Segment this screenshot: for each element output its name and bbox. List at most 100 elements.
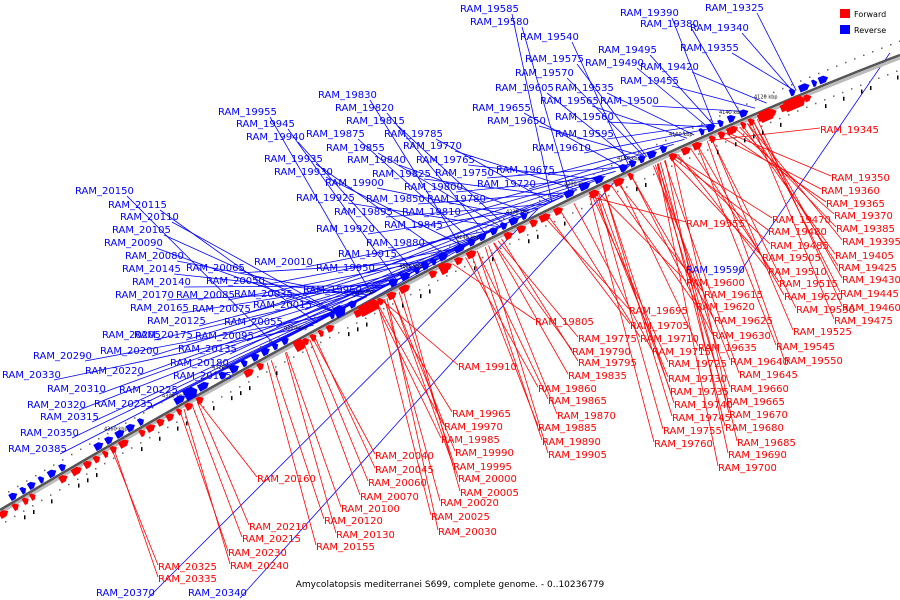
track-dot — [410, 293, 412, 296]
forward-gene-arrow — [612, 177, 625, 188]
track-dot — [323, 311, 325, 314]
leader-line — [746, 123, 839, 267]
forward-gene-label: RAM_19370 — [834, 211, 893, 222]
track-mark — [861, 89, 863, 94]
reverse-gene-arrow — [37, 476, 45, 484]
leader-line — [538, 125, 647, 158]
track-dot — [287, 331, 289, 333]
reverse-gene-arrow — [260, 347, 270, 357]
track-dot — [833, 95, 835, 97]
forward-gene-label: RAM_19790 — [572, 347, 631, 358]
forward-gene-arrow — [782, 95, 806, 113]
track-dot — [71, 453, 73, 456]
leader-line — [391, 295, 454, 466]
track-dot — [548, 195, 550, 197]
reverse-gene-label: RAM_19875 — [306, 129, 365, 140]
track-dot — [341, 301, 343, 304]
leader-line — [547, 139, 685, 176]
reverse-gene — [593, 175, 605, 185]
forward-gene — [70, 466, 82, 477]
reverse-gene-arrow — [348, 300, 357, 309]
track-dot — [356, 322, 358, 324]
track-dot — [179, 391, 181, 394]
leader-line — [747, 123, 843, 241]
track-dot — [314, 316, 316, 319]
track-mark — [537, 234, 539, 239]
track-dot — [782, 87, 784, 90]
forward-gene-label: RAM_19705 — [630, 321, 689, 332]
reverse-gene — [58, 463, 66, 472]
forward-gene-arrow — [588, 189, 600, 199]
track-mark — [78, 483, 80, 488]
reverse-gene-arrow — [332, 304, 346, 319]
leader-line — [671, 17, 715, 127]
track-dot — [23, 510, 25, 512]
forward-gene — [309, 333, 317, 342]
leader-line — [382, 299, 453, 413]
leader-line — [649, 54, 715, 127]
forward-gene-arrow — [717, 131, 726, 140]
reverse-gene-label: RAM_20315 — [40, 412, 99, 423]
reverse-gene — [659, 145, 668, 154]
forward-gene — [782, 95, 806, 113]
reverse-gene — [173, 395, 186, 406]
track-dot — [845, 61, 847, 64]
reverse-gene-arrow — [399, 272, 411, 282]
leader-line — [750, 121, 835, 320]
reverse-gene-label: RAM_19610 — [532, 143, 591, 154]
track-dot — [626, 186, 628, 188]
reverse-gene-label: RAM_19840 — [347, 155, 406, 166]
reverse-gene-label: RAM_20085 — [176, 290, 235, 301]
reverse-gene — [19, 486, 27, 495]
forward-gene-label: RAM_20040 — [375, 451, 434, 462]
track-dot — [863, 54, 865, 57]
forward-gene-arrow — [195, 396, 204, 405]
track-dot — [851, 88, 853, 90]
forward-gene-arrow — [165, 413, 175, 422]
track-mark — [564, 221, 566, 226]
track-mark — [231, 396, 233, 401]
track-dot — [275, 366, 277, 368]
track-dot — [140, 442, 142, 444]
track-dot — [41, 499, 43, 502]
reverse-gene-label: RAM_19810 — [402, 207, 461, 218]
track-dot — [521, 208, 523, 211]
track-dot — [494, 222, 496, 224]
leader-line — [305, 228, 498, 268]
leader-line — [484, 246, 549, 454]
leader-line — [630, 175, 715, 320]
track-dot — [143, 412, 145, 414]
track-dot — [392, 303, 394, 305]
forward-gene — [243, 368, 254, 378]
reverse-gene — [646, 150, 657, 160]
forward-gene-label: RAM_20020 — [440, 498, 499, 509]
forward-gene-arrow — [602, 183, 612, 193]
leader-line — [377, 302, 432, 516]
track-dot — [503, 217, 505, 220]
track-dot — [320, 341, 322, 344]
forward-gene-label: RAM_19700 — [718, 463, 777, 474]
forward-gene-label: RAM_19835 — [568, 371, 627, 382]
reverse-gene-label: RAM_19815 — [346, 116, 405, 127]
leader-line — [725, 132, 827, 203]
track-dot — [599, 199, 601, 201]
leader-line — [636, 67, 710, 129]
forward-gene-label: RAM_19990 — [455, 448, 514, 459]
track-dot — [455, 270, 457, 273]
track-dot — [365, 317, 367, 320]
track-dot — [233, 361, 235, 363]
leader-line — [98, 296, 367, 395]
track-mark — [96, 473, 98, 478]
forward-gene-label: RAM_19665 — [726, 397, 785, 408]
reverse-gene-label: RAM_20220 — [85, 366, 144, 377]
forward-gene-arrow — [175, 408, 182, 416]
reverse-gene-label: RAM_20200 — [100, 346, 159, 357]
leader-line — [603, 188, 673, 417]
forward-gene-label: RAM_19365 — [826, 199, 885, 210]
forward-gene-label: RAM_19640 — [730, 357, 789, 368]
reverse-gene-label: RAM_19380 — [640, 19, 699, 30]
reverse-gene-label: RAM_20225 — [119, 385, 178, 396]
reverse-gene-arrow — [19, 486, 27, 495]
reverse-gene-arrow — [646, 150, 657, 160]
track-dot — [131, 447, 133, 449]
